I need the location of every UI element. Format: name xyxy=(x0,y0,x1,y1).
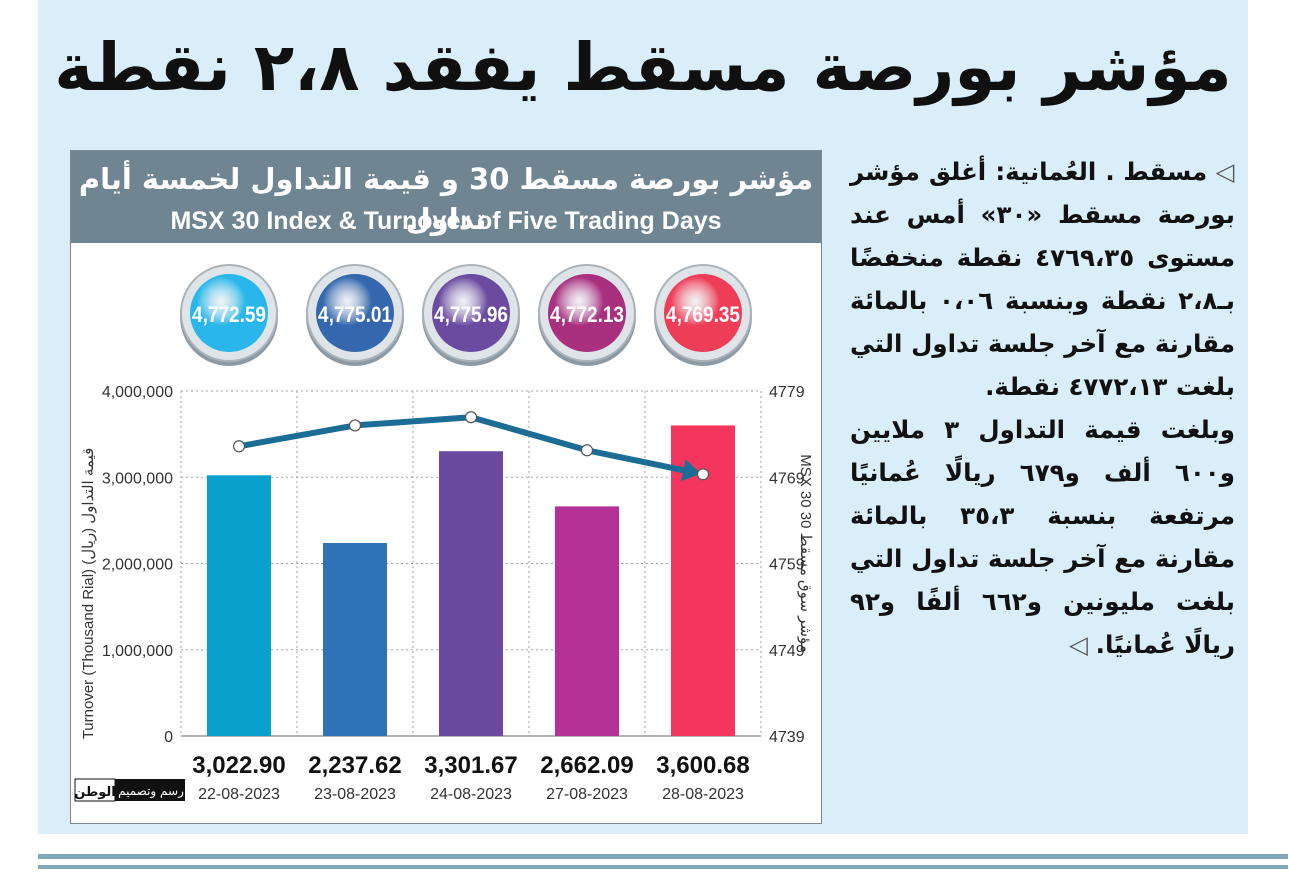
category-label: 27-08-2023 xyxy=(546,786,628,803)
index-badge-label: 4,775.01 xyxy=(318,302,392,327)
index-point xyxy=(696,468,710,481)
page-headline: مؤشر بورصة مسقط يفقد ٢،٨ نقطة xyxy=(54,29,1232,106)
bullet-icon: ◁ xyxy=(1207,157,1235,186)
index-badge xyxy=(190,274,268,352)
chart-plot: 0 1,000,000 2,000,000 3,000,000 4,000,000 473… xyxy=(74,264,814,803)
category-label: 28-08-2023 xyxy=(662,786,744,803)
credit-brand: الوطن xyxy=(74,785,115,800)
left-tick-label: 4,000,000 xyxy=(102,384,173,401)
bar-value-label: 3,600.68 xyxy=(656,752,749,779)
left-tick-label: 0 xyxy=(164,729,173,746)
bar xyxy=(439,451,503,736)
right-tick-label: 4749 xyxy=(769,643,805,660)
index-badge-label: 4,769.35 xyxy=(666,302,740,327)
bar xyxy=(207,475,271,736)
right-tick-label: 4739 xyxy=(769,729,805,746)
index-point xyxy=(580,444,594,457)
right-tick-label: 4759 xyxy=(769,557,805,574)
index-point xyxy=(348,419,362,432)
bar-value-label: 3,022.90 xyxy=(192,752,285,779)
category-label: 24-08-2023 xyxy=(430,786,512,803)
category-label: 23-08-2023 xyxy=(314,786,396,803)
chart-title: مؤشر بورصة مسقط 30 و قيمة التداول لخمسة … xyxy=(78,162,814,236)
index-badge-label: 4,772.13 xyxy=(550,302,624,327)
chart-subtitle: MSX 30 Index & Turnover of Five Trading … xyxy=(170,207,722,235)
category-label: 22-08-2023 xyxy=(198,786,280,803)
bar-value-label: 2,237.62 xyxy=(308,752,401,779)
end-mark-icon: ◁ xyxy=(1069,630,1096,659)
article-paragraph-2-text: وبلغت قيمة التداول ٣ ملايين و٦٠٠ ألف و٦٧… xyxy=(850,415,1235,659)
bar xyxy=(555,506,619,736)
article-paragraph-2: وبلغت قيمة التداول ٣ ملايين و٦٠٠ ألف و٦٧… xyxy=(850,408,1235,666)
credit-text: رسم وتصميم xyxy=(118,784,184,799)
left-axis-title: Turnover (Thousand Rial) قيمة التداول (ر… xyxy=(80,448,97,740)
article-paragraph-1-text: مسقط . العُمانية: أغلق مؤشر بورصة مسقط «… xyxy=(850,157,1235,401)
index-point xyxy=(232,440,246,453)
chart-container: مؤشر بورصة مسقط 30 و قيمة التداول لخمسة … xyxy=(70,150,822,824)
index-arrowhead xyxy=(681,459,702,481)
index-badge-label: 4,775.96 xyxy=(434,302,508,327)
index-badge xyxy=(316,274,394,352)
right-tick-label: 4769 xyxy=(769,470,805,487)
credit-logo-box xyxy=(74,778,116,802)
left-tick-label: 1,000,000 xyxy=(102,643,173,660)
article-text: ◁ مسقط . العُمانية: أغلق مؤشر بورصة مسقط… xyxy=(850,150,1235,666)
left-tick-label: 2,000,000 xyxy=(102,557,173,574)
index-badge xyxy=(548,274,626,352)
index-point xyxy=(464,411,478,424)
footer-rule xyxy=(38,854,1288,869)
index-badge xyxy=(664,274,742,352)
right-axis-title: MSX 30 مؤشر سوق مسقط 30 xyxy=(797,454,814,653)
index-badge xyxy=(432,274,510,352)
chart-title-bar xyxy=(71,151,821,243)
bar-value-label: 2,662.09 xyxy=(540,752,633,779)
bar xyxy=(323,543,387,736)
right-tick-label: 4779 xyxy=(769,384,805,401)
bar-value-label: 3,301.67 xyxy=(424,752,517,779)
article-paragraph-1: ◁ مسقط . العُمانية: أغلق مؤشر بورصة مسقط… xyxy=(850,150,1235,408)
left-tick-label: 3,000,000 xyxy=(102,470,173,487)
index-badge-label: 4,772.59 xyxy=(192,302,266,327)
